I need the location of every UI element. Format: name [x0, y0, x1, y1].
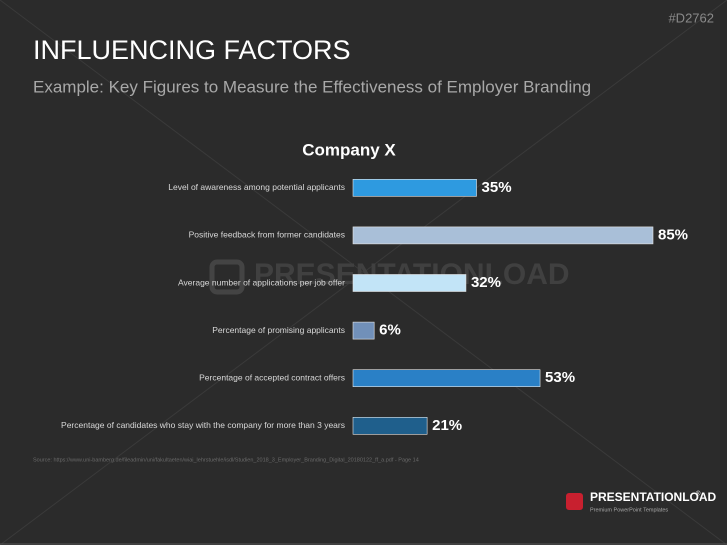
- category-label: Average number of applications per job o…: [178, 277, 345, 287]
- bar: [352, 369, 541, 388]
- bar: [352, 274, 467, 292]
- slide-title: INFLUENCING FACTORS: [33, 35, 351, 65]
- category-label: Level of awareness among potential appli…: [168, 182, 345, 192]
- bar: [352, 321, 375, 340]
- chart-title: Company X: [302, 140, 396, 159]
- value-label: 21%: [432, 417, 462, 434]
- category-label: Positive feedback from former candidates: [189, 230, 345, 240]
- value-label: 6%: [379, 322, 401, 339]
- logo: PRESENTATIONLOAD ® Premium PowerPoint Te…: [566, 490, 717, 513]
- value-label: 32%: [471, 274, 501, 291]
- logo-mark: ®: [696, 491, 701, 498]
- logo-name: PRESENTATIONLOAD: [590, 490, 717, 504]
- category-label: Percentage of promising applicants: [212, 325, 345, 335]
- slide-id: #D2762: [668, 10, 714, 25]
- bar: [352, 226, 654, 245]
- category-label: Percentage of candidates who stay with t…: [61, 420, 345, 430]
- logo-icon: [566, 493, 583, 510]
- category-label: Percentage of accepted contract offers: [199, 372, 345, 382]
- logo-tagline: Premium PowerPoint Templates: [590, 507, 668, 513]
- value-label: 53%: [545, 369, 575, 386]
- value-label: 35%: [482, 179, 512, 196]
- slide-subtitle: Example: Key Figures to Measure the Effe…: [33, 77, 591, 96]
- bar: [352, 179, 477, 197]
- watermark-icon: [209, 259, 245, 295]
- source: Source: https://www.uni-bamberg.de/filea…: [33, 457, 419, 463]
- bar: [352, 416, 428, 435]
- value-label: 85%: [658, 226, 688, 243]
